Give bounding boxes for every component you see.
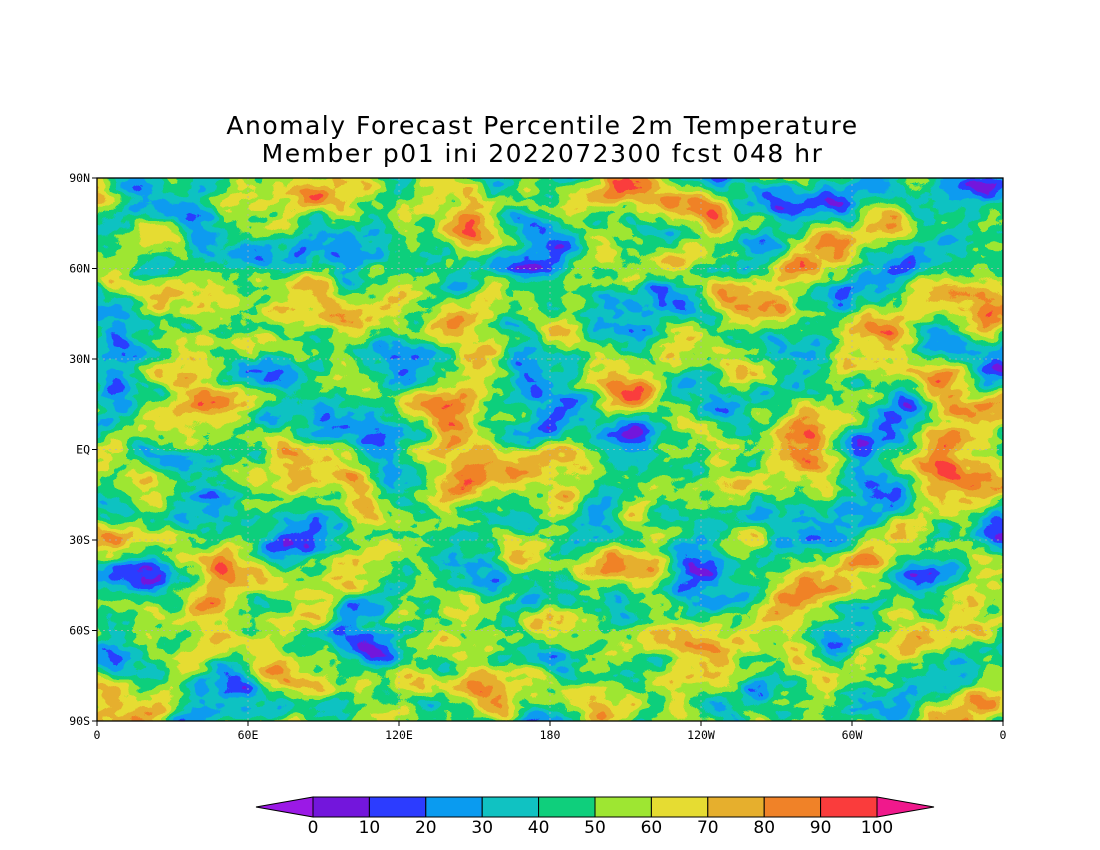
grid-lines [97,178,1003,721]
colorbar-segment [312,796,370,818]
colorbar-segment [368,796,427,818]
map-subtitle: Member p01 ini 2022072300 fcst 048 hr [261,139,824,168]
colorbar-label: 70 [697,818,719,838]
y-tick-label: 60N [69,262,90,276]
x-tick-label: 0 [1000,728,1007,742]
x-tick-label: 120E [385,728,413,742]
y-tick-label: EQ [76,443,90,457]
colorbar-label: 40 [528,818,550,838]
x-tick-label: 60E [238,728,259,742]
map-title: Anomaly Forecast Percentile 2m Temperatu… [226,111,859,140]
colorbar-segment [481,796,540,818]
colorbar-label: 60 [641,818,663,838]
colorbar-segment [707,796,765,818]
colorbar-segment [763,796,822,818]
colorbar: 0 10 20 30 40 50 60 70 80 90 100 [255,796,935,838]
colorbar-label: 0 [308,818,319,838]
colorbar-label: 100 [861,818,893,838]
y-tick-label: 60S [69,624,90,638]
y-axis: 90N 60N 30N EQ 30S 60S 90S [69,171,97,728]
x-tick-label: 180 [540,728,561,742]
colorbar-segment [650,796,709,818]
colorbar-left-arrow [255,796,314,818]
y-tick-label: 90N [69,171,90,185]
colorbar-label: 90 [810,818,832,838]
y-tick-label: 30S [69,533,90,547]
colorbar-label: 30 [471,818,493,838]
y-tick-label: 30N [69,352,90,366]
colorbar-segment [425,796,483,818]
x-tick-label: 120W [687,728,715,742]
x-axis: 0 60E 120E 180 120W 60W 0 [94,721,1007,742]
colorbar-label: 80 [753,818,775,838]
colorbar-segment [594,796,652,818]
colorbar-label: 50 [584,818,606,838]
x-tick-label: 0 [94,728,101,742]
colorbar-right-arrow [876,796,935,818]
y-tick-label: 90S [69,714,90,728]
x-tick-label: 60W [842,728,863,742]
colorbar-label: 20 [415,818,437,838]
colorbar-segment [820,796,878,818]
colorbar-label: 10 [359,818,381,838]
colorbar-segment [538,796,596,818]
